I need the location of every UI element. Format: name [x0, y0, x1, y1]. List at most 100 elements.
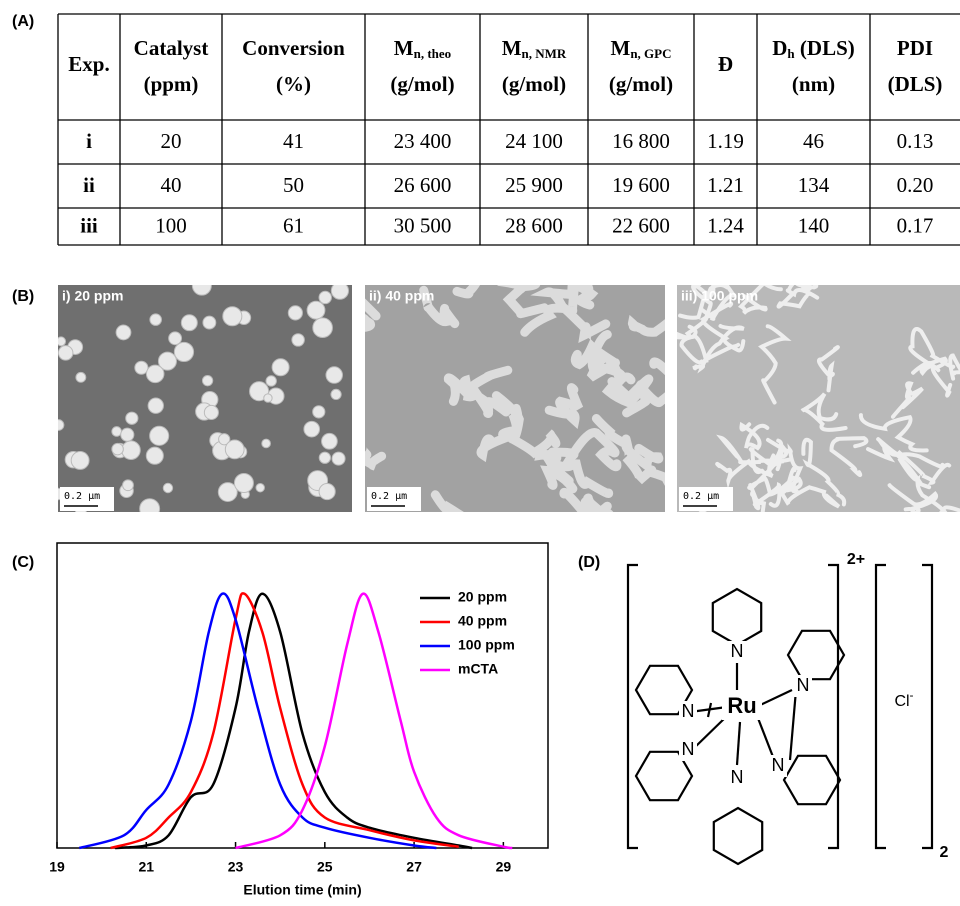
- particle: [203, 316, 216, 329]
- legend-label: 40 ppm: [458, 613, 507, 629]
- bracket: [828, 565, 838, 848]
- header-text: D: [772, 36, 787, 60]
- particle: [181, 315, 197, 331]
- particle: [204, 405, 218, 419]
- particle: [135, 361, 148, 374]
- table-cell: 1.21: [707, 173, 744, 197]
- header-cell: Mn, GPC: [611, 36, 672, 61]
- header-text: M: [611, 36, 631, 60]
- panel-label: (D): [578, 554, 600, 571]
- particle: [319, 291, 331, 303]
- header-text: M: [502, 36, 522, 60]
- particle: [234, 473, 253, 492]
- particle: [262, 439, 271, 448]
- particle: [123, 480, 134, 491]
- particle: [58, 346, 73, 361]
- legend-label: mCTA: [458, 661, 498, 677]
- atom-label: N: [731, 641, 744, 661]
- particle: [57, 337, 66, 346]
- particle: [313, 318, 333, 338]
- header-text: M: [394, 36, 414, 60]
- particle: [112, 427, 122, 437]
- ring: [714, 808, 762, 864]
- table-cell: 0.17: [897, 213, 934, 237]
- table-cell: 30 500: [394, 213, 452, 237]
- table: Exp.Catalyst(ppm)Conversion(%)Mn, theo(g…: [58, 14, 960, 245]
- header-cell: (g/mol): [502, 72, 566, 96]
- legend-label: 100 ppm: [458, 637, 515, 653]
- ring: [784, 756, 840, 804]
- header-cell: (DLS): [888, 72, 943, 96]
- particle: [148, 398, 163, 413]
- particle: [121, 428, 134, 441]
- table-cell: 0.13: [897, 129, 934, 153]
- legend-label: 20 ppm: [458, 589, 507, 605]
- table-cell: ii: [83, 173, 95, 197]
- particle: [146, 365, 164, 383]
- particle: [313, 406, 325, 418]
- particle: [169, 332, 182, 345]
- header-text: Catalyst: [134, 36, 209, 60]
- header-text: Conversion: [242, 36, 345, 60]
- x-axis-label: Elution time (min): [243, 882, 361, 898]
- particle: [304, 421, 320, 437]
- particle: [256, 483, 264, 491]
- line-series: [111, 593, 459, 848]
- counterion: Cl-: [894, 688, 913, 710]
- particle: [150, 426, 169, 445]
- particle: [292, 334, 304, 346]
- worm: [547, 235, 573, 308]
- header-cell: Catalyst: [134, 36, 209, 60]
- header-subscript: n, NMR: [522, 46, 567, 61]
- particle: [331, 389, 341, 399]
- header-text: Exp.: [68, 52, 109, 76]
- table-cell: 28 600: [505, 213, 563, 237]
- table-cell: i: [86, 129, 92, 153]
- counterion-charge: -: [910, 688, 914, 702]
- x-tick-label: 19: [49, 859, 65, 875]
- figure: (A) (B) (C) (D) Exp.Catalyst(ppm)Convers…: [0, 0, 960, 901]
- particle: [272, 359, 289, 376]
- table-cell: 19 600: [612, 173, 670, 197]
- header-cell: Conversion: [242, 36, 345, 60]
- bond: [692, 715, 728, 750]
- particle: [326, 367, 342, 383]
- table-cell: 140: [798, 213, 830, 237]
- header-cell: Đ: [718, 52, 733, 76]
- table-cell: 41: [283, 129, 304, 153]
- particle: [264, 394, 272, 402]
- scale-label: 0.2 µm: [371, 491, 407, 502]
- table-cell: 26 600: [394, 173, 452, 197]
- particle: [71, 452, 89, 470]
- particle: [225, 440, 244, 459]
- worm: [905, 507, 960, 540]
- atom-label: N: [682, 739, 695, 759]
- particle: [322, 433, 338, 449]
- table-cell: 1.19: [707, 129, 744, 153]
- bracket: [876, 565, 886, 848]
- atom-label: N: [772, 755, 785, 775]
- atom-label: N: [682, 701, 695, 721]
- bond: [790, 690, 796, 760]
- table-cell: 23 400: [394, 129, 452, 153]
- header-cell: (g/mol): [390, 72, 454, 96]
- bond: [708, 703, 711, 717]
- particle: [288, 306, 302, 320]
- micrograph: i) 20 ppm0.2 µm: [52, 276, 352, 518]
- header-cell: (%): [276, 72, 311, 96]
- table-cell: 25 900: [505, 173, 563, 197]
- ring: [713, 589, 761, 645]
- atom-label: N: [731, 767, 744, 787]
- particle: [174, 342, 193, 361]
- particle: [223, 307, 242, 326]
- table-cell: 24 100: [505, 129, 563, 153]
- particle: [53, 420, 64, 431]
- particle: [116, 325, 131, 340]
- particle: [122, 441, 141, 460]
- x-tick-label: 29: [496, 859, 512, 875]
- particle: [140, 499, 160, 519]
- table-cell: 46: [803, 129, 824, 153]
- particle: [202, 376, 212, 386]
